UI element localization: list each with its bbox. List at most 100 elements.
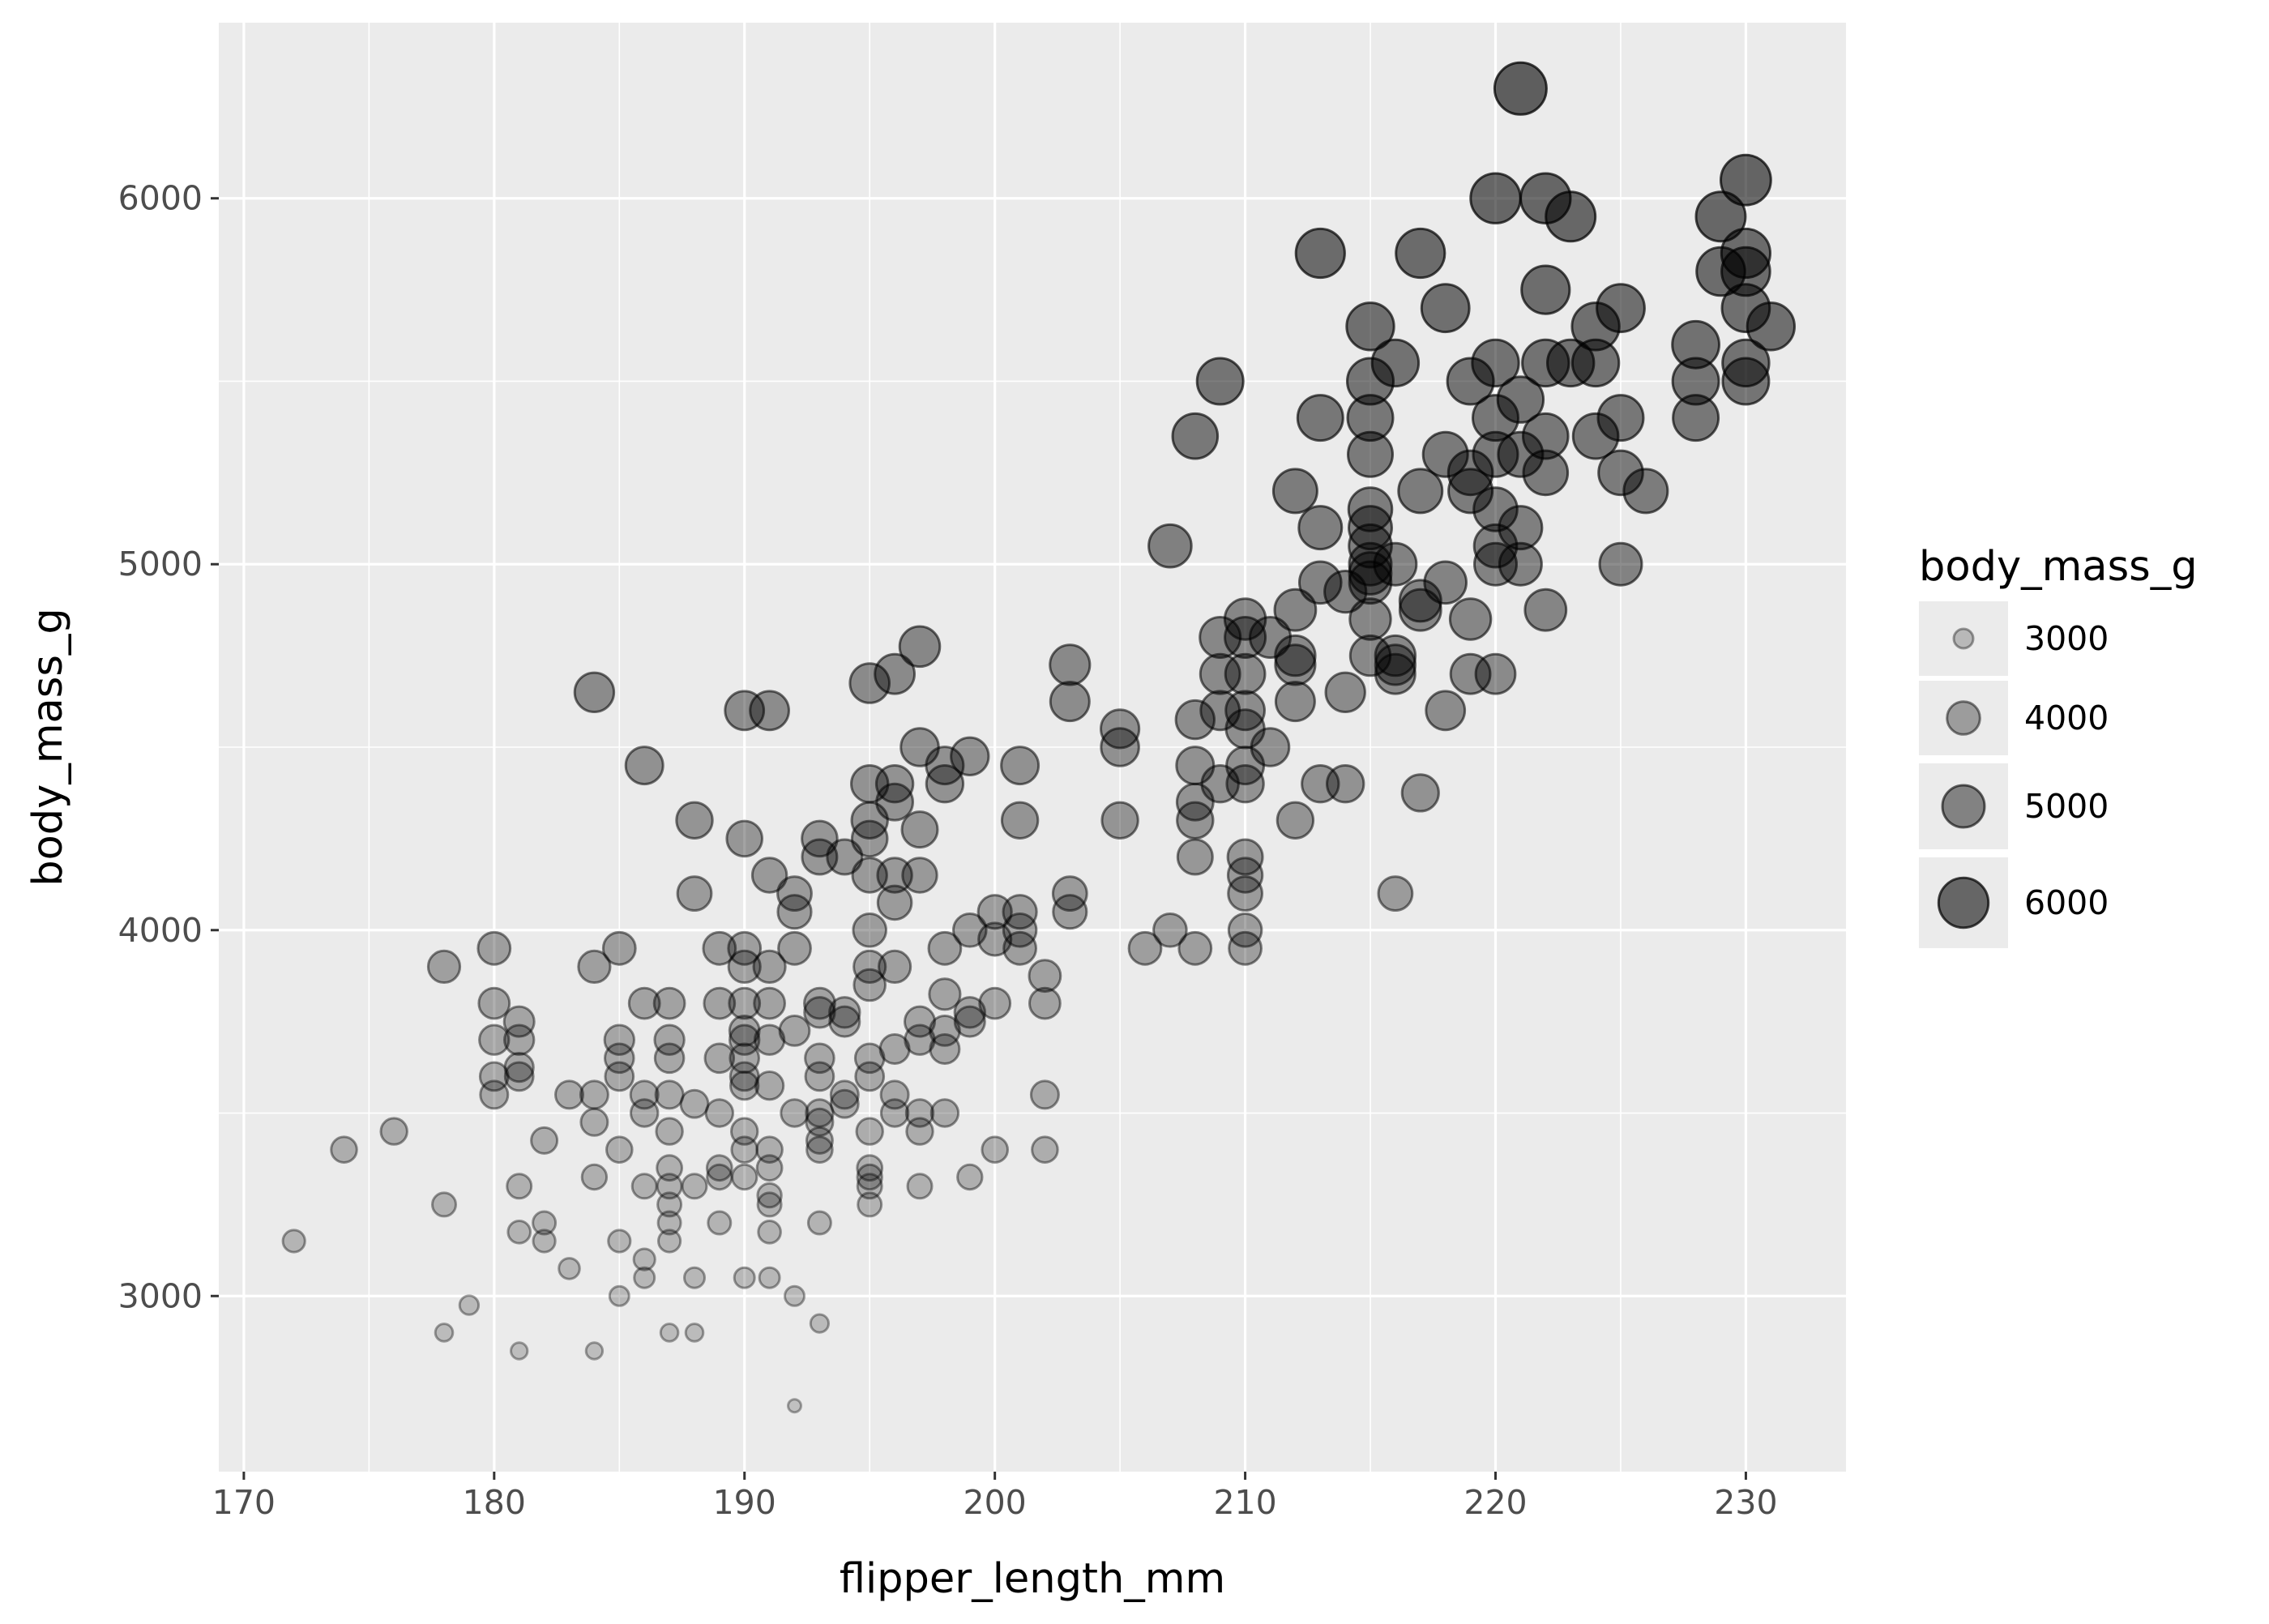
data-point: [878, 949, 912, 985]
data-point: [1226, 838, 1264, 876]
data-point: [900, 810, 939, 849]
data-point: [1326, 764, 1365, 804]
data-point: [1474, 652, 1517, 695]
data-point: [434, 1323, 455, 1343]
data-point: [728, 986, 762, 1020]
data-point: [702, 930, 737, 966]
data-point: [851, 857, 888, 894]
data-point: [1171, 412, 1220, 460]
data-point: [757, 1220, 782, 1245]
legend-label: 5000: [2024, 787, 2109, 826]
data-point: [956, 1163, 984, 1191]
data-point: [624, 746, 664, 786]
data-point: [727, 949, 762, 985]
data-point: [904, 1098, 935, 1128]
legend-title: body_mass_g: [1919, 543, 2198, 591]
data-point: [1472, 486, 1519, 532]
data-point: [608, 1284, 630, 1307]
x-tick-label: 170: [212, 1483, 276, 1522]
data-point: [724, 690, 766, 732]
data-point: [750, 857, 788, 894]
data-point: [1174, 699, 1216, 741]
data-point: [478, 1024, 511, 1056]
data-point: [1448, 597, 1493, 641]
y-axis-title: body_mass_g: [24, 608, 72, 887]
data-point: [1029, 1079, 1060, 1110]
data-point: [632, 1247, 656, 1271]
data-point: [1471, 338, 1520, 388]
data-point: [730, 1117, 759, 1146]
data-point: [675, 801, 714, 840]
data-point: [703, 986, 737, 1020]
data-point: [1373, 541, 1418, 587]
data-point: [1377, 875, 1414, 912]
data-point: [856, 1163, 883, 1191]
data-point: [755, 1135, 784, 1164]
data-point: [579, 1079, 609, 1110]
data-point: [1002, 894, 1038, 930]
data-point: [1348, 597, 1392, 641]
data-point: [778, 1015, 811, 1047]
y-tick-label: 5000: [118, 545, 203, 583]
data-point: [829, 1079, 860, 1110]
data-point: [681, 1173, 708, 1200]
data-point: [855, 1117, 884, 1146]
data-point: [478, 1061, 510, 1092]
data-point: [1570, 338, 1621, 388]
data-point: [729, 1024, 761, 1056]
data-point: [850, 819, 889, 858]
data-point: [981, 1135, 1009, 1164]
data-point: [503, 1024, 536, 1056]
data-point: [898, 625, 942, 669]
data-point: [753, 986, 786, 1020]
data-point: [756, 1191, 783, 1218]
data-point: [1421, 430, 1469, 478]
data-point: [1345, 301, 1395, 352]
data-point: [1031, 1135, 1059, 1164]
data-point: [901, 857, 938, 894]
data-point: [953, 1005, 986, 1038]
data-point: [803, 996, 836, 1029]
data-point: [629, 1079, 660, 1110]
data-point: [506, 1220, 532, 1245]
data-point: [1176, 801, 1215, 840]
data-point: [1100, 801, 1139, 840]
data-point: [1127, 930, 1163, 966]
x-tick-label: 180: [463, 1483, 526, 1522]
x-axis-title: flipper_length_mm: [840, 1555, 1225, 1603]
data-point: [1522, 449, 1570, 497]
legend-label: 6000: [2024, 883, 2109, 922]
data-point: [976, 894, 1013, 930]
data-point: [977, 921, 1013, 957]
data-point: [703, 1042, 736, 1075]
y-tick-label: 3000: [118, 1276, 203, 1315]
legend-key-bg: [1919, 601, 2008, 676]
data-point: [627, 986, 661, 1020]
data-point: [1374, 634, 1417, 677]
data-point: [925, 764, 965, 804]
data-point: [1227, 912, 1263, 948]
data-point: [1472, 430, 1519, 478]
data-point: [1274, 643, 1317, 686]
data-point: [1028, 959, 1062, 994]
x-tick-label: 230: [1714, 1483, 1777, 1522]
data-point: [776, 894, 813, 930]
data-point: [573, 671, 616, 713]
legend-key-symbol: [1937, 876, 1990, 930]
data-point: [1348, 505, 1393, 551]
data-point: [502, 1005, 536, 1038]
data-point: [503, 1061, 535, 1092]
data-point: [876, 857, 913, 894]
data-point: [659, 1323, 680, 1343]
data-point: [805, 1098, 835, 1128]
data-point: [458, 1294, 481, 1316]
data-point: [431, 1191, 457, 1218]
data-point: [754, 1071, 785, 1101]
data-point: [1694, 190, 1747, 243]
data-point: [652, 986, 686, 1020]
data-point: [1523, 588, 1568, 632]
data-point: [476, 930, 512, 966]
data-point: [1497, 430, 1545, 478]
data-point: [630, 1098, 660, 1128]
data-point: [854, 1061, 886, 1092]
